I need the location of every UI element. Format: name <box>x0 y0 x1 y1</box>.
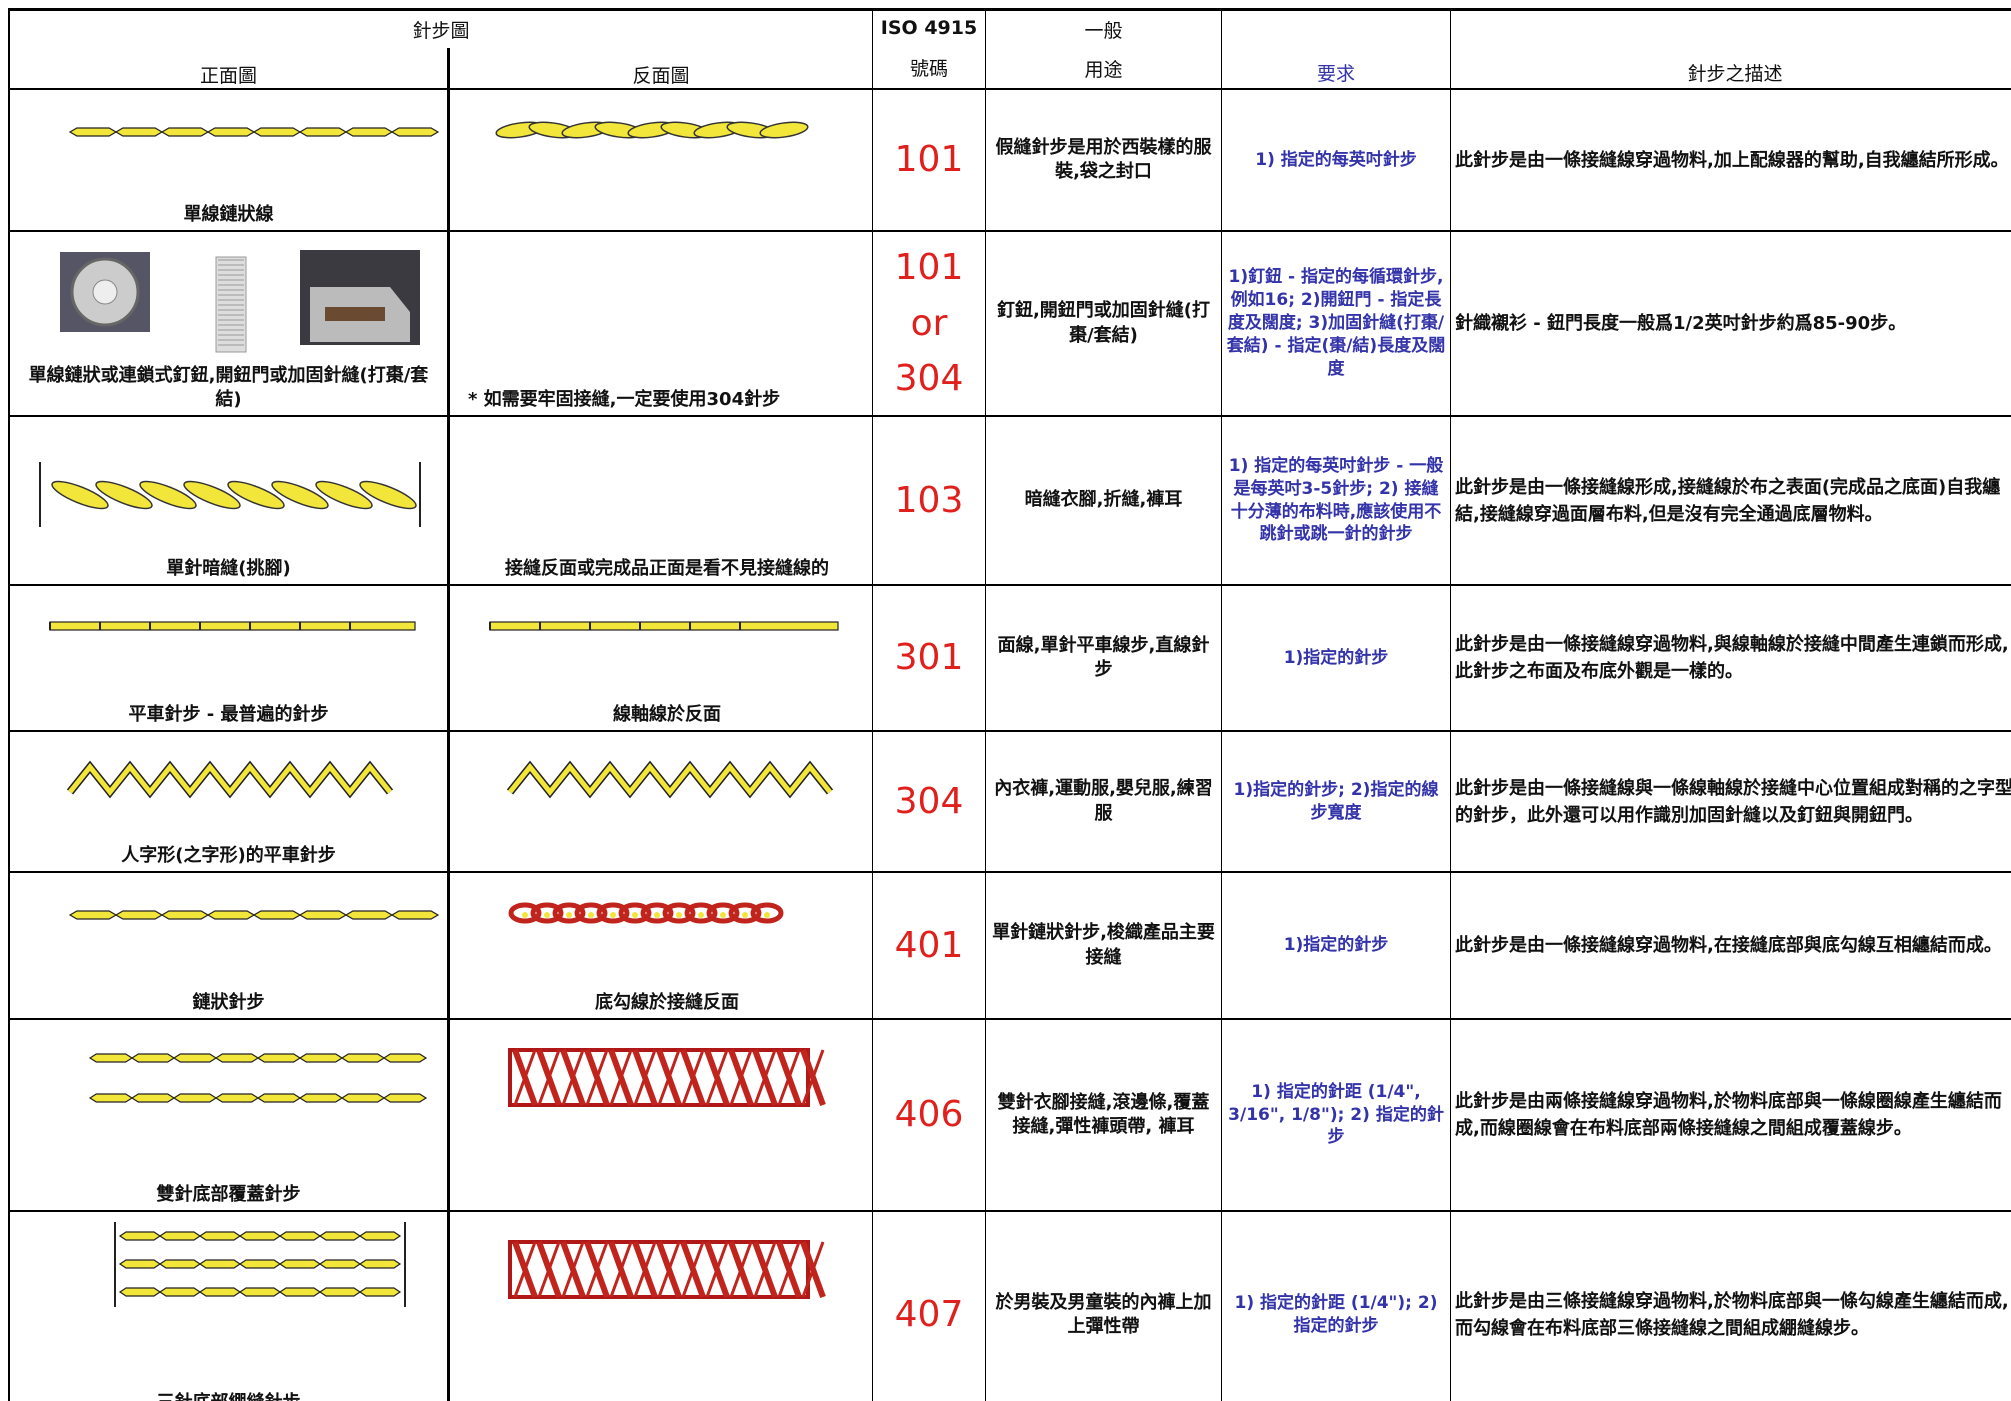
front-cell: 鏈狀針步 <box>10 873 450 1020</box>
stitch-code: 401 <box>873 873 986 1020</box>
front-label: 單線鏈狀線 <box>183 203 274 225</box>
front-label: 單線鏈狀或連鎖式釘鈕,開鈕門或加固針縫(打棗/套結) <box>28 365 429 410</box>
stitch-illustration <box>39 462 421 527</box>
back-cell <box>450 1020 873 1212</box>
back-cell: 線軸線於反面 <box>450 586 873 732</box>
description: 此針步是由一條接縫線形成,接縫線於布之表面(完成品之底面)自我纏結,接縫線穿過面… <box>1451 417 2011 586</box>
header-general-1: 一般 <box>1084 20 1123 42</box>
requirement: 1) 指定的針距 (1/4"); 2) 指定的針步 <box>1222 1212 1451 1401</box>
description: 針織襯衫 - 鈕門長度一般爲1/2英吋針步約爲85-90步。 <box>1451 232 2011 417</box>
requirement: 1)指定的針步; 2)指定的線步寬度 <box>1222 732 1451 873</box>
requirement: 1) 指定的每英吋針步 <box>1222 90 1451 232</box>
stitch-code: 101 or 304 <box>873 232 986 417</box>
stitch-code: 101 <box>873 90 986 232</box>
front-label: 雙針底部覆蓋針步 <box>156 1183 301 1205</box>
front-label: 鏈狀針步 <box>192 991 265 1013</box>
back-label: 接縫反面或完成品正面是看不見接縫線的 <box>505 557 829 579</box>
header-front: 正面圖 <box>10 48 450 90</box>
stitch-code: 301 <box>873 586 986 732</box>
front-label: 人字形(之字形)的平車針步 <box>121 844 336 866</box>
usage: 於男裝及男童裝的內褲上加上彈性帶 <box>986 1212 1222 1401</box>
description: 此針步是由兩條接縫線穿過物料,於物料底部與一條線圈線產生纏結而成,而線圈線會在布… <box>1451 1020 2011 1212</box>
description: 此針步是由一條接縫線與一條線軸線於接縫中心位置組成對稱的之字型的針步，此外還可以… <box>1451 732 2011 873</box>
stitch-illustration <box>508 1048 826 1107</box>
description: 此針步是由三條接縫線穿過物料,於物料底部與一條勾線產生纏結而成,而勾線會在布料底… <box>1451 1212 2011 1401</box>
front-label: 單針暗縫(挑腳) <box>166 557 291 579</box>
stitch-illustration <box>49 621 416 631</box>
front-cell: 三針底部綳縫針步 <box>10 1212 450 1401</box>
header-back: 反面圖 <box>450 48 873 90</box>
back-cell: 底勾線於接縫反面 <box>450 873 873 1020</box>
stitch-illustration <box>68 127 440 137</box>
back-cell: 接縫反面或完成品正面是看不見接縫線的 <box>450 417 873 586</box>
requirement: 1)指定的針步 <box>1222 586 1451 732</box>
header-group: 針步圖 <box>10 10 873 48</box>
requirement: 1)釘鈕 - 指定的每循環針步,例如16; 2)開鈕門 - 指定長度及闊度; 3… <box>1222 232 1451 417</box>
usage: 暗縫衣腳,折縫,褲耳 <box>986 417 1222 586</box>
stitch-illustration <box>508 1240 826 1299</box>
description: 此針步是由一條接縫線穿過物料,與線軸線於接縫中間產生連鎖而形成,此針步之布面及布… <box>1451 586 2011 732</box>
usage: 面線,單針平車線步,直線針步 <box>986 586 1222 732</box>
stitch-code: 304 <box>873 732 986 873</box>
back-cell <box>450 1212 873 1401</box>
stitch-illustration <box>508 902 784 924</box>
back-cell: * 如需要牢固接縫,一定要使用304針步 <box>450 232 873 417</box>
front-label: 平車針步 - 最普遍的針步 <box>128 703 329 725</box>
back-label: 底勾線於接縫反面 <box>595 991 739 1013</box>
front-cell: 平車針步 - 最普遍的針步 <box>10 586 450 732</box>
header-general-2: 用途 <box>1084 59 1123 81</box>
requirement: 1) 指定的針距 (1/4", 3/16", 1/8"); 2) 指定的針步 <box>1222 1020 1451 1212</box>
front-cell: 人字形(之字形)的平車針步 <box>10 732 450 873</box>
stitch-illustration <box>66 760 394 799</box>
stitch-illustration <box>60 250 420 353</box>
header-iso-2: 號碼 <box>909 57 948 80</box>
back-label: 線軸線於反面 <box>613 703 721 725</box>
stitch-code: 103 <box>873 417 986 586</box>
stitch-illustration <box>68 910 440 920</box>
description: 此針步是由一條接縫線穿過物料,在接縫底部與底勾線互相纏結而成。 <box>1451 873 2011 1020</box>
stitch-illustration <box>495 121 809 139</box>
usage: 單針鏈狀針步,梭織產品主要接縫 <box>986 873 1222 1020</box>
header-general: 一般 用途 <box>986 10 1222 90</box>
stitch-code: 407 <box>873 1212 986 1401</box>
front-cell: 單線鏈狀線 <box>10 90 450 232</box>
requirement: 1) 指定的每英吋針步 - 一般是每英吋3-5針步; 2) 接縫十分薄的布料時,… <box>1222 417 1451 586</box>
stitch-illustration <box>88 1053 428 1103</box>
back-cell <box>450 90 873 232</box>
header-requirement: 要求 <box>1222 10 1451 90</box>
requirement: 1)指定的針步 <box>1222 873 1451 1020</box>
stitch-illustration <box>489 621 839 631</box>
usage: 假縫針步是用於西裝樣的服裝,袋之封口 <box>986 90 1222 232</box>
front-cell: 單線鏈狀或連鎖式釘鈕,開鈕門或加固針縫(打棗/套結) <box>10 232 450 417</box>
header-iso: ISO 4915 號碼 <box>873 10 986 90</box>
front-label: 三針底部綳縫針步 <box>10 1391 447 1401</box>
header-iso-1: ISO 4915 <box>880 17 978 40</box>
table-frame <box>8 8 2011 1401</box>
usage: 雙針衣腳接縫,滾邊條,覆蓋接縫,彈性褲頭帶, 褲耳 <box>986 1020 1222 1212</box>
back-label: * 如需要牢固接縫,一定要使用304針步 <box>468 388 781 410</box>
description: 此針步是由一條接縫線穿過物料,加上配線器的幫助,自我纏結所形成。 <box>1451 90 2011 232</box>
front-cell: 單針暗縫(挑腳) <box>10 417 450 586</box>
header-description: 針步之描述 <box>1451 10 2011 90</box>
stitch-code: 406 <box>873 1020 986 1212</box>
usage: 內衣褲,運動服,嬰兒服,練習服 <box>986 732 1222 873</box>
stitch-illustration <box>114 1222 406 1307</box>
front-cell: 雙針底部覆蓋針步 <box>10 1020 450 1212</box>
back-cell <box>450 732 873 873</box>
usage: 釘鈕,開鈕門或加固針縫(打棗/套結) <box>986 232 1222 417</box>
stitch-illustration <box>506 760 834 799</box>
